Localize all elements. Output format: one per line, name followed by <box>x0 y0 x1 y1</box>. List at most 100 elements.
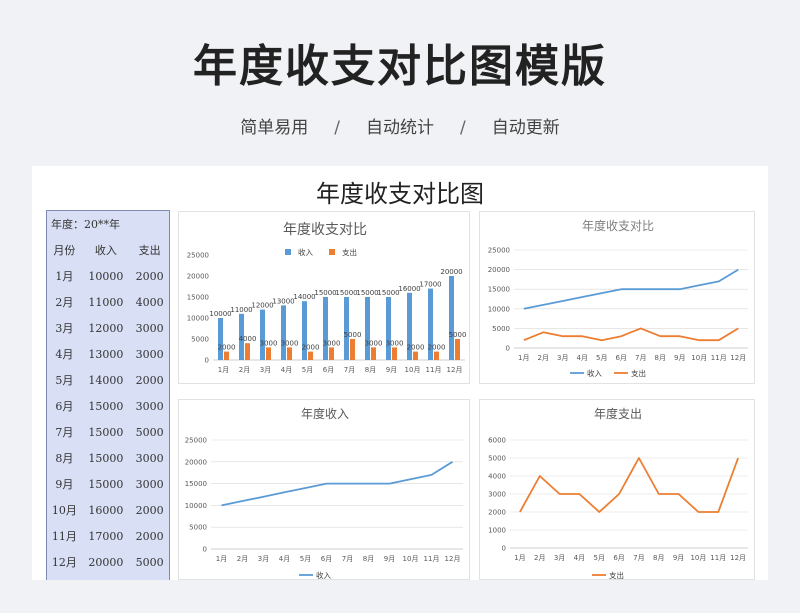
cell-income[interactable]: 11000 <box>88 295 124 309</box>
bar-value-label: 3000 <box>323 339 341 347</box>
cell-month[interactable]: 1月 <box>55 270 74 283</box>
cell-month[interactable]: 3月 <box>55 322 74 335</box>
cell-income[interactable]: 12000 <box>88 321 124 335</box>
cell-expense[interactable]: 2000 <box>135 529 164 543</box>
cell-income[interactable]: 15000 <box>88 451 124 465</box>
cell-expense[interactable]: 5000 <box>135 425 164 439</box>
income-chart-panel[interactable]: 年度收入 0 5000 10000 15000 20000 25000 1月 2月 3月 4月 5月 6… <box>178 399 470 580</box>
bar <box>350 339 355 360</box>
cell-month[interactable]: 8月 <box>55 452 74 465</box>
cell-income[interactable]: 17000 <box>88 529 124 543</box>
table-row: 3月 12000 3000 <box>47 315 169 341</box>
bar <box>413 351 418 360</box>
cell-expense[interactable]: 2000 <box>135 503 164 517</box>
table-row: 9月 15000 3000 <box>47 471 169 497</box>
bar <box>386 297 391 360</box>
x-tick-label: 8月 <box>365 366 376 374</box>
legend-label: 收入 <box>587 368 602 378</box>
x-tick-label: 4月 <box>577 354 588 362</box>
bar-value-label: 17000 <box>419 281 441 289</box>
cell-income[interactable]: 15000 <box>88 399 124 413</box>
x-tick-label: 4月 <box>574 554 585 562</box>
cell-income[interactable]: 15000 <box>88 477 124 491</box>
x-tick-label: 5月 <box>594 554 605 562</box>
cell-month[interactable]: 11月 <box>51 530 77 543</box>
bar-value-label: 15000 <box>314 289 336 297</box>
x-tick-label: 1月 <box>518 354 529 362</box>
x-tick-label: 10月 <box>691 354 707 362</box>
cell-month[interactable]: 10月 <box>51 504 77 517</box>
x-tick-label: 6月 <box>616 354 627 362</box>
cell-month[interactable]: 5月 <box>55 374 74 387</box>
cell-expense[interactable]: 3000 <box>135 321 164 335</box>
bar <box>365 297 370 360</box>
x-tick-label: 7月 <box>344 366 355 374</box>
x-tick-label: 3月 <box>258 555 269 563</box>
y-tick-label: 2000 <box>488 509 506 517</box>
x-tick-label: 10月 <box>403 555 419 563</box>
x-tick-label: 9月 <box>673 554 684 562</box>
cell-expense[interactable]: 2000 <box>135 269 164 283</box>
y-tick-label: 10000 <box>185 502 207 510</box>
cell-month[interactable]: 9月 <box>55 478 74 491</box>
x-tick-label: 6月 <box>323 366 334 374</box>
x-tick-label: 11月 <box>426 366 442 374</box>
bar-value-label: 2000 <box>407 344 425 352</box>
data-table: 年度：20**年 月份 收入 支出 1月 10000 2000 2月 11000 4000… <box>46 210 170 580</box>
x-tick-label: 12月 <box>730 554 746 562</box>
series-line <box>221 461 453 507</box>
cell-expense[interactable]: 2000 <box>135 373 164 387</box>
x-tick-label: 7月 <box>633 554 644 562</box>
y-tick-label: 0 <box>203 546 207 554</box>
table-row: 5月 14000 2000 <box>47 367 169 393</box>
x-tick-label: 3月 <box>554 554 565 562</box>
y-tick-label: 25000 <box>187 252 209 260</box>
cell-income[interactable]: 14000 <box>88 373 124 387</box>
x-tick-label: 3月 <box>557 354 568 362</box>
line-chart-panel[interactable]: 年度收支对比 0 5000 10000 15000 20000 25000 1月 2月 3月 4月 5… <box>479 211 755 384</box>
bar-chart-panel[interactable]: 年度收支对比 0 5000 10000 15000 20000 25000 1月 2月 3月 4月 5… <box>178 211 470 384</box>
header-month: 月份 <box>53 244 76 257</box>
bar-value-label: 2000 <box>218 344 236 352</box>
bar-value-label: 13000 <box>272 297 294 305</box>
cell-month[interactable]: 7月 <box>55 426 74 439</box>
cell-month[interactable]: 6月 <box>55 400 74 413</box>
y-tick-label: 20000 <box>185 458 207 466</box>
x-tick-label: 11月 <box>711 354 727 362</box>
header-expense: 支出 <box>138 244 161 257</box>
legend-label: 支出 <box>609 570 624 580</box>
year-label[interactable]: 年度：20**年 <box>51 218 120 231</box>
x-tick-label: 9月 <box>384 555 395 563</box>
cell-expense[interactable]: 3000 <box>135 451 164 465</box>
cell-income[interactable]: 13000 <box>88 347 124 361</box>
cell-income[interactable]: 10000 <box>88 269 124 283</box>
bar <box>260 309 265 360</box>
x-tick-label: 10月 <box>690 554 706 562</box>
bar <box>239 313 244 360</box>
series-line <box>523 268 739 310</box>
cell-income[interactable]: 16000 <box>88 503 124 517</box>
cell-expense[interactable]: 4000 <box>135 295 164 309</box>
x-tick-label: 12月 <box>445 555 461 563</box>
cell-month[interactable]: 2月 <box>55 296 74 309</box>
table-row: 6月 15000 3000 <box>47 393 169 419</box>
tag-auto-update: 自动更新 <box>491 118 560 138</box>
cell-income[interactable]: 15000 <box>88 425 124 439</box>
x-tick-label: 8月 <box>653 554 664 562</box>
x-tick-label: 8月 <box>655 354 666 362</box>
cell-month[interactable]: 4月 <box>55 348 74 361</box>
expense-chart-panel[interactable]: 年度支出 0 1000 2000 3000 4000 5000 6000 1月 2月 3月 4月 5月 6… <box>479 399 755 580</box>
cell-income[interactable]: 20000 <box>88 555 124 569</box>
y-tick-label: 15000 <box>488 286 510 294</box>
cell-expense[interactable]: 3000 <box>135 399 164 413</box>
x-tick-label: 12月 <box>447 366 463 374</box>
legend-label: 收入 <box>316 570 331 580</box>
cell-expense[interactable]: 5000 <box>135 555 164 569</box>
y-tick-label: 25000 <box>488 247 510 255</box>
bar <box>245 343 250 360</box>
bar <box>287 347 292 360</box>
chart-title: 年度收支对比 <box>582 218 654 233</box>
cell-expense[interactable]: 3000 <box>135 347 164 361</box>
cell-expense[interactable]: 3000 <box>135 477 164 491</box>
cell-month[interactable]: 12月 <box>51 556 77 569</box>
